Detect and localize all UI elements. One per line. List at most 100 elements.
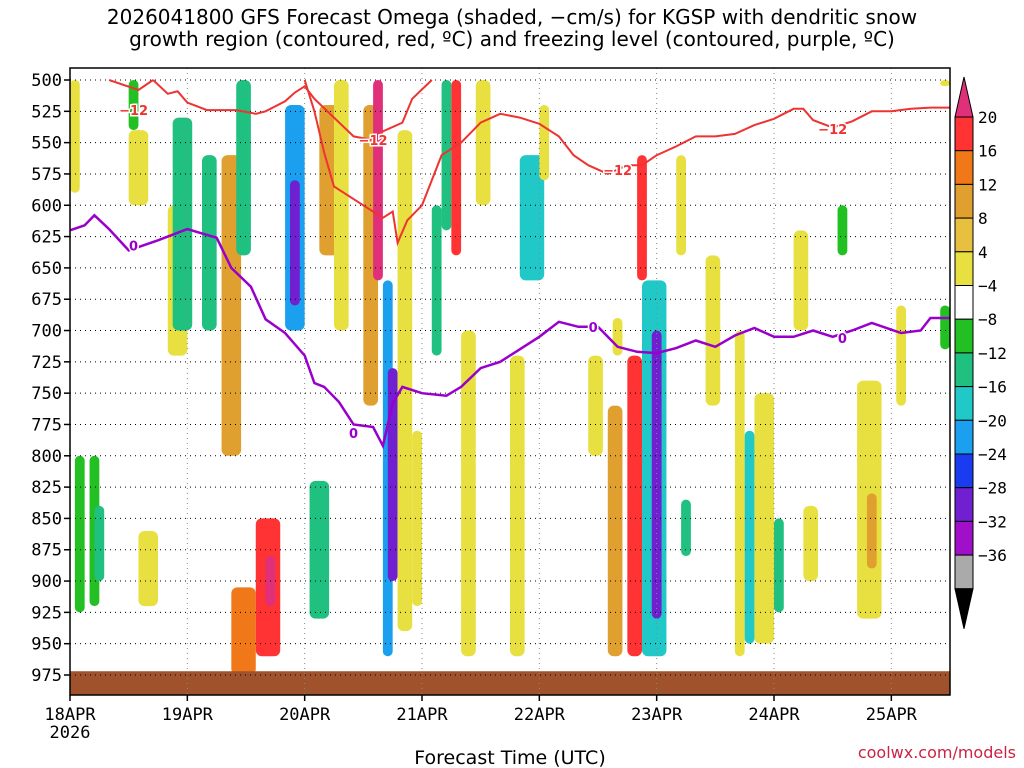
omega-cell — [74, 455, 85, 613]
colorbar-label: −32 — [978, 512, 1007, 531]
dgz-contour-line — [303, 79, 950, 247]
colorbar-label: −16 — [978, 378, 1007, 397]
omega-cell — [290, 180, 300, 306]
omega-cell — [754, 393, 774, 644]
colorbar-swatch — [954, 453, 974, 489]
x-tick-label: 20APR — [279, 705, 331, 725]
y-tick-label: 625 — [31, 228, 62, 248]
omega-shading — [70, 80, 950, 675]
colorbar-label: −36 — [978, 546, 1007, 565]
omega-cell — [866, 493, 877, 569]
colorbar-label: 12 — [978, 175, 997, 194]
freezing-level-line — [69, 213, 950, 450]
y-tick-label: 700 — [31, 322, 62, 342]
x-tick-label: 24APR — [748, 705, 800, 725]
colorbar-swatch — [954, 352, 974, 388]
omega-cell — [637, 155, 647, 281]
colorbar-swatch — [954, 183, 974, 219]
x-axis-label: Forecast Time (UTC) — [414, 747, 605, 768]
y-tick-label: 550 — [31, 134, 62, 154]
omega-cell — [202, 155, 217, 331]
omega-cell — [676, 155, 686, 256]
grid-lines — [70, 68, 950, 695]
colorbar-label: 20 — [978, 108, 997, 127]
y-tick-label: 650 — [31, 259, 62, 279]
y-tick-label: 975 — [31, 666, 62, 686]
omega-cell — [607, 405, 623, 657]
omega-cell — [793, 230, 809, 331]
omega-cell — [510, 355, 525, 657]
colorbar: 20 16 12 8 4 −4 −8 −12 −16 −20 −24 −28 −32 −36 — [954, 76, 1007, 629]
omega-cell — [309, 480, 330, 619]
chart-title-line2: growth region (contoured, red, ºC) and f… — [129, 27, 895, 51]
colorbar-label: −8 — [978, 310, 997, 329]
omega-cell — [441, 80, 452, 231]
y-tick-label: 800 — [31, 447, 62, 467]
omega-cell — [588, 355, 603, 456]
omega-cell — [744, 430, 755, 644]
omega-cell — [172, 117, 193, 331]
freezing-level-label: 0 — [349, 427, 358, 442]
chart-title-line1: 2026041800 GFS Forecast Omega (shaded, −… — [106, 5, 918, 29]
omega-cell — [774, 518, 784, 613]
colorbar-swatch — [954, 116, 974, 152]
omega-cell — [397, 130, 413, 632]
freezing-level-label: 0 — [838, 332, 847, 347]
colorbar-swatch — [954, 487, 974, 522]
colorbar-swatch — [954, 217, 974, 253]
omega-cell — [803, 505, 818, 582]
x-tick-label: 25APR — [866, 705, 918, 725]
y-tick-label: 925 — [31, 603, 62, 623]
y-tick-label: 600 — [31, 196, 62, 216]
colorbar-label: 4 — [978, 243, 988, 262]
omega-cell — [431, 205, 442, 356]
y-tick-label: 850 — [31, 509, 62, 529]
colorbar-swatch — [954, 386, 974, 421]
omega-cell — [734, 330, 745, 657]
omega-cell — [837, 205, 848, 256]
omega-cell — [236, 80, 251, 256]
colorbar-label: −20 — [978, 411, 1007, 430]
colorbar-bottom-cap — [954, 588, 974, 629]
colorbar-swatch — [954, 150, 974, 185]
chart-title: 2026041800 GFS Forecast Omega (shaded, −… — [0, 6, 1024, 50]
omega-cell — [681, 499, 691, 556]
dgz-contour-label: −12 — [119, 104, 148, 119]
x-tick-sublabel: 2026 — [50, 723, 91, 743]
colorbar-swatch — [954, 285, 974, 320]
site-credit: coolwx.com/models — [857, 743, 1016, 762]
omega-cell — [940, 80, 950, 87]
omega-cell — [896, 305, 906, 406]
dgz-contour-label: −12 — [603, 164, 632, 179]
y-tick-label: 875 — [31, 541, 62, 561]
x-tick-label: 18APR — [44, 705, 96, 725]
dgz-contour-line — [152, 79, 433, 142]
colorbar-label: −12 — [978, 344, 1007, 363]
dgz-contour-line — [108, 79, 154, 92]
freezing-level-label: 0 — [589, 321, 598, 336]
omega-cell — [612, 318, 623, 356]
dgz-contour-label: −12 — [359, 134, 388, 149]
colorbar-label: −24 — [978, 445, 1007, 464]
dgz-contour-label: −12 — [818, 123, 847, 138]
x-tick-label: 22APR — [514, 705, 566, 725]
y-tick-label: 825 — [31, 478, 62, 498]
y-tick-label: 775 — [31, 415, 62, 435]
y-tick-label: 750 — [31, 384, 62, 404]
colorbar-label: −4 — [978, 277, 997, 296]
omega-cell — [128, 80, 139, 131]
omega-cell — [70, 80, 80, 193]
colorbar-label: 16 — [978, 142, 997, 161]
omega-cell — [138, 530, 158, 607]
colorbar-swatch — [954, 318, 974, 354]
omega-cell — [519, 155, 545, 281]
omega-cell — [475, 80, 491, 206]
y-tick-label: 575 — [31, 165, 62, 185]
colorbar-label: −28 — [978, 479, 1007, 498]
colorbar-swatch — [954, 554, 974, 590]
colorbar-swatch — [954, 251, 974, 287]
omega-cell — [940, 305, 950, 350]
omega-cell — [128, 130, 149, 206]
plot-frame — [69, 67, 951, 696]
